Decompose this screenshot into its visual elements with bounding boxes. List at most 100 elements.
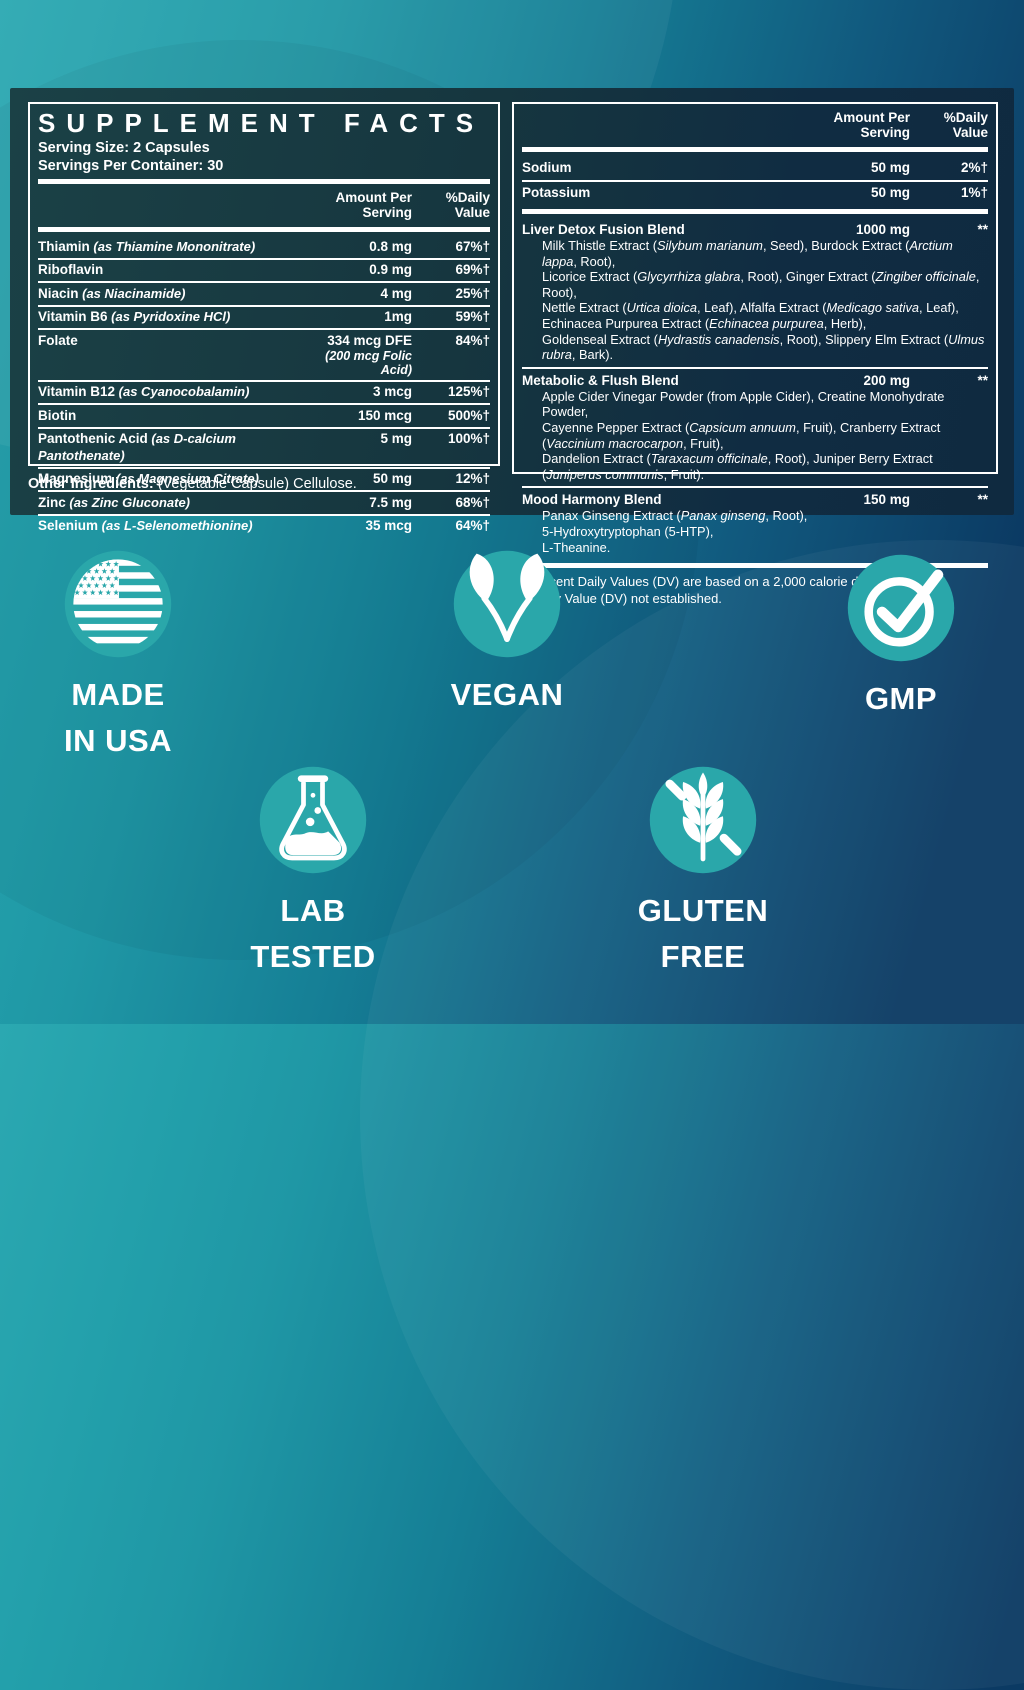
nutrient-amount: 1mg: [312, 309, 412, 326]
nutrient-source-note: (as Thiamine Mononitrate): [89, 238, 256, 254]
nutrient-source-note: (as Pyridoxine HCl): [107, 309, 231, 324]
nutrient-amount-value: 1mg: [384, 309, 412, 324]
blend-dv: **: [977, 372, 988, 388]
blend-dv: **: [977, 492, 988, 508]
nutrient-row: Niacin (as Niacinamide) 4 mg 25%†: [38, 281, 490, 305]
nutrient-dv: 125%†: [447, 384, 490, 399]
mineral-dv: 1%†: [960, 185, 988, 200]
nutrient-amount-value: 50 mg: [372, 471, 412, 486]
amount-header: Amount Per Serving: [833, 110, 910, 140]
ingredient-text: , Bark).: [571, 347, 614, 363]
column-headers: Amount Per Serving %Daily Value: [522, 108, 988, 143]
facts-left-box: SUPPLEMENT FACTS Serving Size: 2 Capsule…: [28, 102, 500, 533]
divider-bar: [38, 227, 490, 232]
blend-header: Mood Harmony Blend 150 mg **: [522, 491, 988, 508]
nutrient-name: Thiamin (as Thiamine Mononitrate): [38, 238, 256, 254]
nutrient-dv: 12%†: [455, 471, 490, 486]
ingredient-text: , Fruit).: [663, 466, 705, 482]
ingredient-text: , Fruit),: [683, 435, 724, 451]
footnote-line: **Daily Value (DV) not established.: [522, 590, 722, 606]
mineral-name: Potassium: [522, 185, 591, 200]
ingredient-text: , Seed), Burdock Extract (: [762, 238, 910, 253]
mineral-row: Sodium 50 mg 2%†: [522, 156, 988, 180]
footnotes: †Percent Daily Values (DV) are based on …: [522, 572, 988, 609]
servings-per-container: Servings Per Container: 30: [38, 158, 224, 174]
mineral-name: Sodium: [522, 159, 572, 175]
ingredient-text: , Fruit), Cranberry Extract (: [542, 419, 941, 451]
nutrient-amount: 150 mcg: [312, 408, 412, 425]
blend-amount: 200 mg: [863, 372, 910, 388]
nutrient-row: Folate 334 mcg DFE (200 mcg Folic Acid) 84%…: [38, 328, 490, 380]
badge-label-line: GMP: [864, 681, 938, 716]
nutrient-row: Zinc (as Zinc Gluconate) 7.5 mg 68%†: [38, 490, 490, 514]
latin-name: Taraxacum officinale: [650, 451, 768, 467]
nutrient-amount: 3 mcg: [312, 384, 412, 401]
lab-flask-icon: [259, 766, 367, 874]
supplement-label: { "colors":{"accent_teal":"#2aa7aa","dee…: [0, 0, 1024, 1024]
latin-name: Glycyrrhiza glabra: [637, 269, 741, 285]
nutrient-row: Pantothenic Acid (as D-calcium Pantothen…: [38, 426, 490, 467]
latin-name: Silybum marianum: [656, 238, 763, 253]
nutrient-amount: 4 mg: [312, 286, 412, 303]
ingredient-text: , Leaf),: [918, 300, 959, 316]
latin-name: Zingiber officinale: [875, 269, 976, 285]
nutrient-source-note: (as Niacinamide): [78, 285, 186, 301]
blend-section: Metabolic & Flush Blend 200 mg ** Apple Cid…: [522, 366, 988, 487]
badge-gmp: GMP: [791, 551, 1011, 722]
nutrient-table: Thiamin (as Thiamine Mononitrate) 0.8 mg 6…: [38, 236, 490, 537]
blend-ingredient-line: L-Theanine.: [542, 540, 988, 556]
ingredient-text: Goldenseal Extract (: [542, 331, 658, 347]
nutrient-amount-value: 5 mg: [380, 431, 412, 446]
nutrient-amount-value: 3 mcg: [372, 384, 412, 399]
badge-label-line: TESTED: [250, 939, 376, 974]
blend-name: Liver Detox Fusion Blend: [522, 222, 685, 237]
nutrient-dv: 100%†: [447, 431, 490, 446]
nutrient-dv: 25%†: [455, 285, 490, 301]
ingredient-text: Dandelion Extract (: [542, 451, 651, 467]
nutrient-name: Folate: [38, 332, 78, 348]
badge-label-line: FREE: [660, 939, 746, 974]
nutrient-row: Biotin 150 mcg 500%†: [38, 403, 490, 427]
nutrient-row: Riboflavin 0.9 mg 69%†: [38, 257, 490, 282]
ingredient-text: Nettle Extract (: [542, 300, 627, 316]
divider-bar: [522, 147, 988, 152]
ingredient-text: , Root),: [542, 269, 980, 300]
ingredient-text: , Root), Juniper Berry Extract (: [542, 451, 933, 482]
blend-header: Metabolic & Flush Blend 200 mg **: [522, 372, 988, 389]
nutrient-name: Pantothenic Acid (as D-calcium Pantothen…: [38, 431, 236, 463]
blend-dv: **: [977, 222, 988, 237]
blend-ingredient-line: Echinacea Purpurea Extract (Echinacea pu…: [542, 316, 988, 332]
nutrient-source-note: (as L-Selenomethionine): [98, 518, 253, 533]
nutrient-row: Thiamin (as Thiamine Mononitrate) 0.8 mg 6…: [38, 236, 490, 258]
nutrient-amount-value: 0.9 mg: [369, 262, 412, 277]
nutrient-row: Vitamin B12 (as Cyanocobalamin) 3 mcg 125%…: [38, 379, 490, 404]
nutrient-amount-value: 0.8 mg: [369, 238, 412, 254]
divider-bar: [522, 563, 988, 569]
nutrient-name: Selenium (as L-Selenomethionine): [38, 518, 253, 533]
dv-header: %Daily Value: [943, 110, 988, 140]
mineral-amount: 50 mg: [870, 159, 910, 175]
ingredient-text: , Root), Ginger Extract (: [740, 269, 876, 285]
ingredient-text: , Root),: [765, 508, 808, 524]
nutrient-dv: 59%†: [455, 309, 490, 324]
badge-label-line: IN USA: [63, 723, 173, 758]
ingredient-text: , Leaf), Alfalfa Extract (: [697, 300, 827, 316]
nutrient-dv: 64%†: [455, 518, 490, 533]
blend-ingredient-line: Nettle Extract (Urtica dioica, Leaf), Al…: [542, 300, 988, 316]
blend-ingredient-line: Apple Cider Vinegar Powder (from Apple C…: [542, 389, 988, 420]
mineral-table: Sodium 50 mg 2%† Potassium 50 mg 1%†: [522, 156, 988, 205]
badge-label-line: VEGAN: [450, 677, 564, 712]
badge-made-in-usa: MADE IN USA: [8, 547, 228, 764]
blend-sections: Liver Detox Fusion Blend 1000 mg ** Milk Th…: [522, 218, 988, 559]
ingredient-text: Echinacea Purpurea Extract (: [542, 315, 710, 331]
column-headers: Amount Per Serving %Daily Value: [38, 188, 490, 223]
blend-name: Metabolic & Flush Blend: [522, 372, 679, 388]
gluten-free-icon: [649, 766, 757, 874]
nutrient-amount: 0.8 mg: [312, 239, 412, 256]
badge-label: GLUTEN FREE: [593, 888, 813, 980]
latin-name: Hydrastis canadensis: [657, 331, 780, 347]
nutrient-amount-value: 35 mcg: [365, 518, 412, 533]
supplement-facts-panel: SUPPLEMENT FACTS Serving Size: 2 Capsule…: [10, 88, 1014, 606]
latin-name: Arctium lappa: [542, 238, 953, 269]
nutrient-dv: 69%†: [455, 262, 490, 277]
